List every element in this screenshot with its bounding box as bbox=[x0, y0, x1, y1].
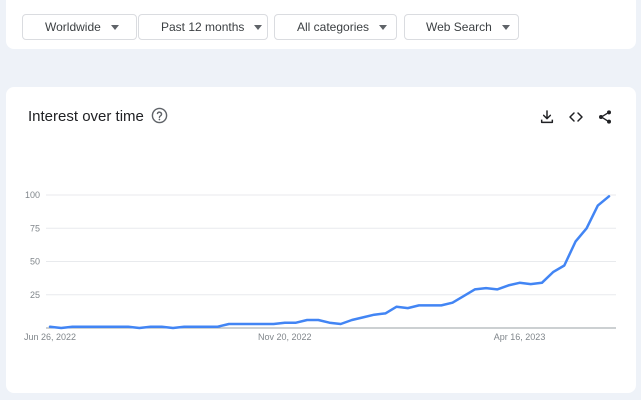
time-range-label: Past 12 months bbox=[161, 20, 245, 34]
caret-down-icon bbox=[379, 24, 388, 30]
download-icon[interactable] bbox=[539, 109, 555, 125]
x-tick-label: Jun 26, 2022 bbox=[24, 332, 76, 342]
chart-title: Interest over time bbox=[28, 108, 144, 125]
filter-bar: Worldwide Past 12 months All categories … bbox=[6, 0, 636, 49]
y-tick-label: 75 bbox=[30, 223, 40, 233]
interest-over-time-card: Interest over time bbox=[6, 87, 636, 393]
series-line[interactable] bbox=[48, 195, 611, 330]
region-filter-label: Worldwide bbox=[45, 20, 101, 34]
search-type-label: Web Search bbox=[426, 20, 492, 34]
search-type-dropdown[interactable]: Web Search bbox=[404, 14, 519, 40]
y-tick-label: 50 bbox=[30, 257, 40, 267]
category-dropdown[interactable]: All categories bbox=[274, 14, 397, 40]
caret-down-icon bbox=[501, 24, 510, 30]
time-range-dropdown[interactable]: Past 12 months bbox=[138, 14, 268, 40]
share-icon[interactable] bbox=[597, 109, 613, 125]
region-filter-dropdown[interactable]: Worldwide bbox=[22, 14, 137, 40]
x-tick-label: Nov 20, 2022 bbox=[258, 332, 312, 342]
caret-down-icon bbox=[110, 24, 119, 30]
category-label: All categories bbox=[297, 20, 370, 34]
y-tick-label: 100 bbox=[25, 190, 40, 200]
caret-down-icon bbox=[254, 24, 263, 30]
help-circle-icon[interactable] bbox=[151, 107, 168, 124]
x-tick-label: Apr 16, 2023 bbox=[494, 332, 546, 342]
embed-code-icon[interactable] bbox=[568, 109, 584, 125]
y-tick-label: 25 bbox=[30, 290, 40, 300]
